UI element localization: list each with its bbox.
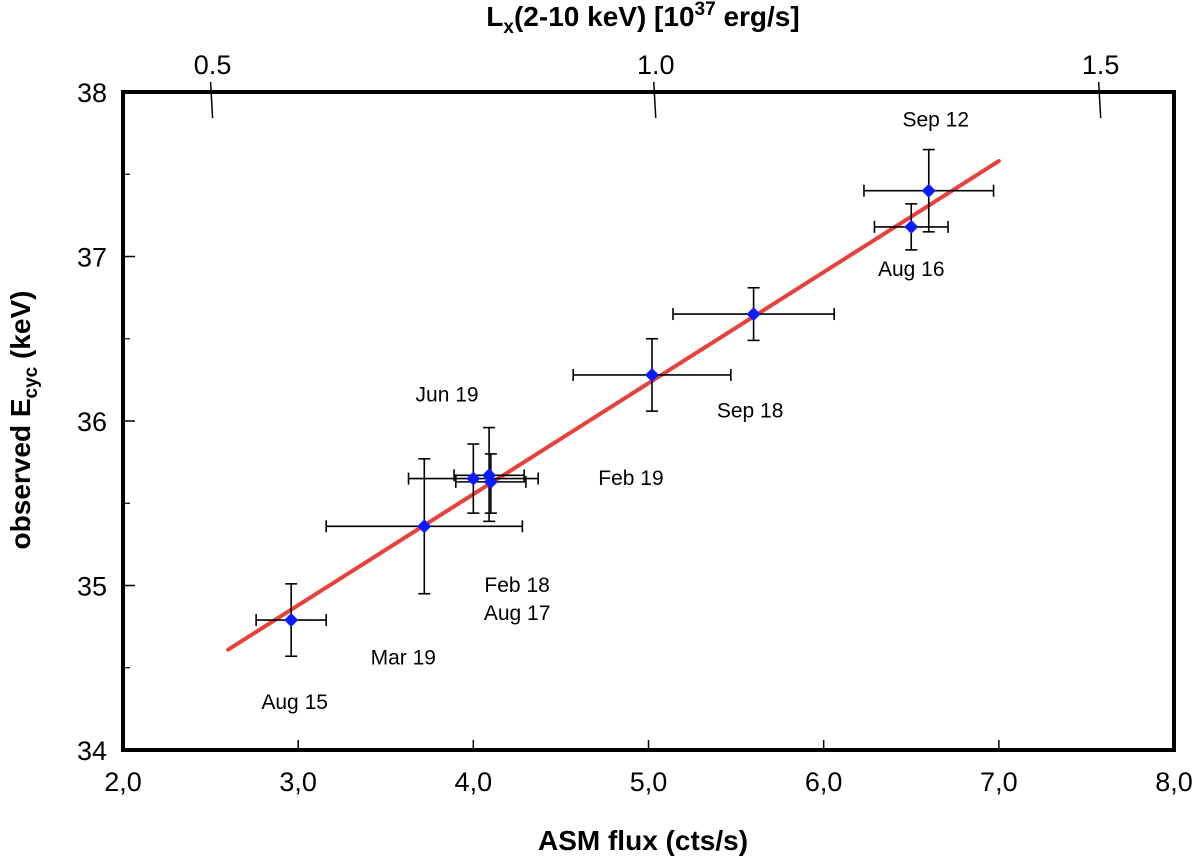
top-axis-title-sub: x	[503, 17, 514, 38]
data-points	[284, 183, 936, 628]
top-axis-title-part-b: (2-10 keV) [10	[514, 1, 695, 32]
top-tick-mark	[653, 81, 657, 119]
point-annotation: Aug 16	[878, 258, 945, 281]
data-point	[904, 219, 919, 234]
point-annotation: Sep 18	[717, 400, 784, 423]
top-axis-title: Lx(2-10 keV) [1037 erg/s]	[486, 0, 799, 38]
y-tick-label: 34	[77, 736, 107, 766]
point-annotation: Mar 19	[371, 646, 436, 669]
y-axis-title-sub: cyc	[21, 366, 42, 398]
errorbars	[255, 148, 995, 658]
data-point	[483, 474, 498, 489]
x-tick-label: 3,0	[279, 767, 317, 797]
x-tick-label: 6,0	[805, 767, 843, 797]
point-annotation: Jun 19	[416, 383, 479, 406]
x-ticks: 2,0 3,0 4,0 5,0 6,0 7,0 8,0	[104, 740, 1193, 797]
y-tick-label: 36	[77, 407, 107, 437]
top-tick-label: 0.5	[194, 50, 232, 80]
x-tick-label: 4,0	[455, 767, 493, 797]
data-point	[746, 307, 761, 322]
top-tick-label: 1.5	[1082, 50, 1120, 80]
y-tick-label: 38	[77, 78, 107, 108]
y-tick-label: 37	[77, 243, 107, 273]
y-axis-title-tail: (keV)	[5, 291, 36, 367]
x-tick-label: 2,0	[104, 767, 142, 797]
plot-frame	[121, 90, 1176, 752]
y-axis-title-main: observed E	[5, 399, 36, 550]
data-point	[921, 183, 936, 198]
top-axis-ticks: 0.5 1.0 1.5	[194, 50, 1120, 119]
top-axis-title-part-c: erg/s]	[716, 1, 800, 32]
x-tick-label: 8,0	[1155, 767, 1193, 797]
annotations: Sep 12 Aug 16 Jun 19 Sep 18 Feb 19 Feb 18 Aug …	[261, 109, 969, 714]
point-annotation: Aug 17	[484, 602, 551, 625]
y-ticks: 34 35 36 37 38	[77, 78, 135, 766]
point-annotation: Feb 18	[484, 574, 549, 597]
data-point	[284, 613, 299, 628]
data-point	[645, 367, 660, 382]
x-tick-label: 7,0	[980, 767, 1018, 797]
fit-line-layer	[226, 159, 1001, 652]
top-axis-title-sup: 37	[695, 0, 716, 20]
x-tick-label: 5,0	[630, 767, 668, 797]
data-point	[417, 519, 432, 534]
data-point	[466, 471, 481, 486]
x-axis-title: ASM flux (cts/s)	[538, 825, 748, 856]
point-annotation: Sep 12	[902, 109, 969, 132]
point-annotation: Feb 19	[598, 467, 663, 490]
fit-line	[226, 159, 1001, 652]
y-tick-label: 35	[77, 572, 107, 602]
top-tick-mark	[209, 81, 214, 119]
top-axis-title-part-a: L	[486, 1, 503, 32]
y-axis-title: observed Ecyc (keV)	[5, 291, 42, 550]
top-tick-label: 1.0	[637, 50, 675, 80]
point-annotation: Aug 15	[261, 691, 328, 714]
top-tick-mark	[1097, 81, 1102, 119]
